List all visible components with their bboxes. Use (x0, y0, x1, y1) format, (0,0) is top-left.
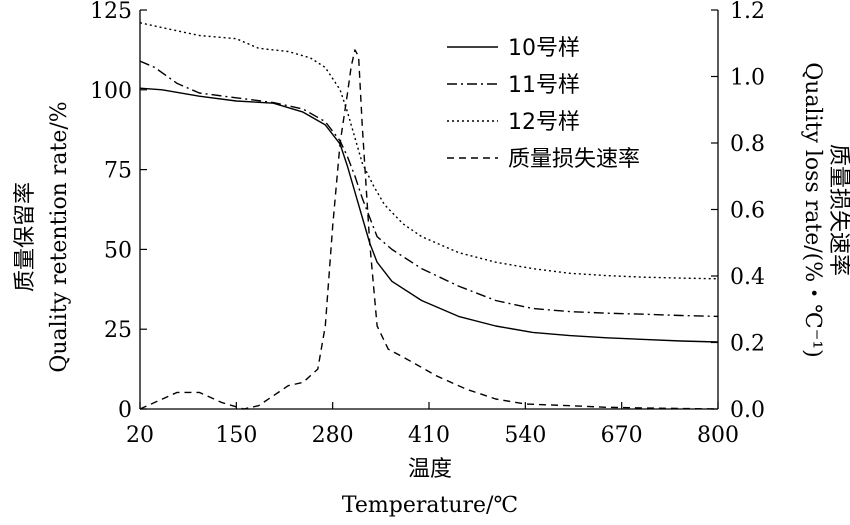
y-right-tick-label: 0.2 (730, 332, 765, 357)
y-right-tick-label: 0.0 (730, 398, 765, 423)
x-tick-label: 20 (126, 423, 154, 448)
y-left-title-cn: 质量保留率 (13, 182, 38, 292)
legend-label-1: 10号样 (508, 36, 580, 61)
y-right-title-en: Quality loss rate/(%・℃⁻¹) (800, 62, 825, 358)
legend-label-2: 11号样 (508, 73, 580, 98)
y-left-tick-label: 125 (90, 0, 132, 24)
y-right-tick-label: 0.8 (730, 132, 765, 157)
y-left-tick-label: 25 (104, 318, 132, 343)
x-tick-label: 540 (504, 423, 546, 448)
y-right-tick-label: 1.0 (730, 66, 765, 91)
x-tick-label: 800 (697, 423, 739, 448)
series-line-4 (139, 49, 719, 410)
legend-label-3: 12号样 (508, 110, 580, 135)
x-tick-label: 410 (408, 423, 450, 448)
series-line-1 (139, 87, 719, 343)
series-layer (139, 22, 719, 410)
x-tick-label: 280 (312, 423, 354, 448)
y-left-tick-label: 100 (90, 79, 132, 104)
y-left-tick-label: 50 (104, 238, 132, 263)
series-line-2 (139, 60, 719, 318)
legend-label-4: 质量损失速率 (508, 147, 640, 172)
y-right-title-cn: 质量损失速率 (826, 144, 850, 276)
x-title-cn: 温度 (408, 457, 452, 482)
x-tick-label: 670 (601, 423, 643, 448)
axes-layer: 20 150 280 410 540 670 800 0 25 50 75 100 125 0.0 0.2 0… (90, 0, 765, 448)
y-right-tick-label: 1.2 (730, 0, 765, 24)
y-right-tick-label: 0.4 (730, 265, 765, 290)
axis-labels: Quality retention rate/% 质量保留率 Quality l… (13, 62, 850, 518)
y-left-tick-label: 0 (118, 398, 132, 423)
x-tick-label: 150 (215, 423, 257, 448)
x-title-en: Temperature/℃ (342, 493, 518, 518)
y-left-title-en: Quality retention rate/% (47, 101, 72, 372)
y-left-tick-label: 75 (104, 159, 132, 184)
y-right-tick-label: 0.6 (730, 199, 765, 224)
